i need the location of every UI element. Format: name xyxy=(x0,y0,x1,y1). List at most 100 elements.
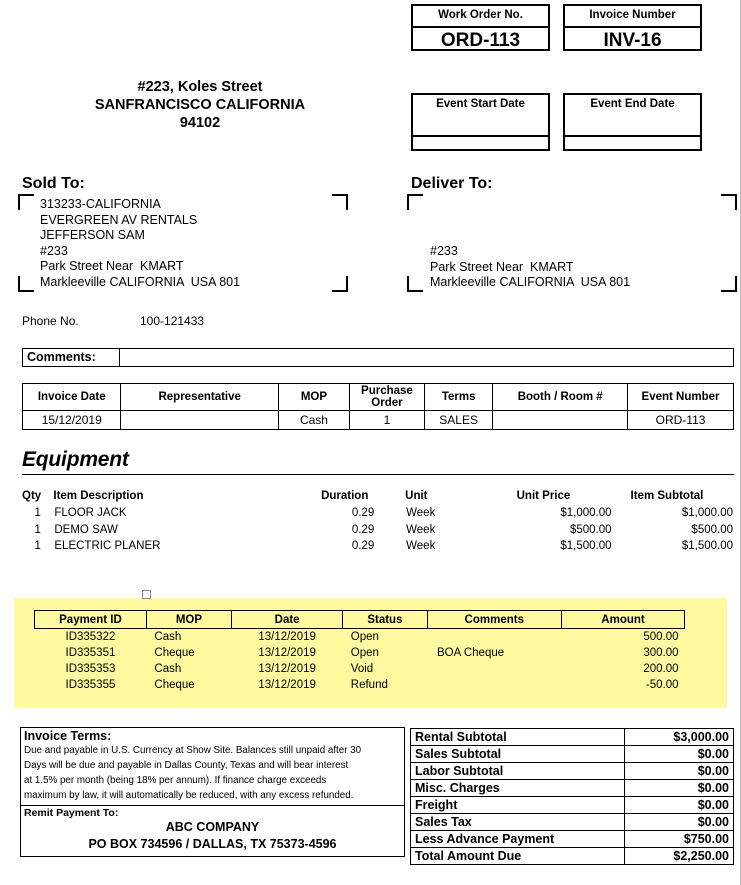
remit-line-1: ABC COMPANY xyxy=(165,820,260,834)
invoice-number-caption: Invoice Number xyxy=(565,6,700,28)
totals-label-sales-tax: Sales Tax xyxy=(410,813,625,831)
deliver-to-bracket xyxy=(407,194,737,292)
col-status: Status xyxy=(342,610,428,629)
table-row: 15/12/2019 Cash 1 SALES ORD-113 xyxy=(21,410,734,430)
col-invoice-date: Invoice Date xyxy=(21,383,122,411)
cell-unit: Week xyxy=(406,523,436,536)
terms-line-1: Due and payable in U.S. Currency at Show… xyxy=(24,745,362,756)
cell-terms: SALES xyxy=(423,410,494,430)
cell-duration: 0.29 xyxy=(351,507,375,519)
col-amount: Amount xyxy=(561,610,685,629)
cell-payment-id: ID335355 xyxy=(65,679,116,691)
table-header-row: Payment ID MOP Date Status Comments Amou… xyxy=(34,610,685,629)
invoice-number-value: INV-16 xyxy=(603,30,662,51)
event-start-date-caption: Event Start Date xyxy=(436,98,525,110)
table-row: 1 FLOOR JACK 0.29 Week $1,000.00 $1,000.… xyxy=(22,505,734,522)
totals-value-total-amount-due: $2,250.00 xyxy=(624,847,734,865)
event-start-date-box: Event Start Date xyxy=(411,93,550,151)
event-end-date-box: Event End Date xyxy=(563,93,702,151)
col-booth-room: Booth / Room # xyxy=(492,383,629,411)
bracket-corner-icon xyxy=(407,276,423,292)
table-row: Sales Tax $0.00 xyxy=(410,813,734,831)
table-row: ID335353 Cash 13/12/2019 Void 200.00 xyxy=(35,661,685,677)
cell-unit: Week xyxy=(406,507,436,519)
totals-label-freight: Freight xyxy=(410,796,625,814)
totals-label-total-amount-due: Total Amount Due xyxy=(410,847,625,865)
equipment-table: Qty Item Description Duration Unit Unit … xyxy=(22,490,734,555)
table-row: Freight $0.00 xyxy=(410,796,734,814)
cell-qty: 1 xyxy=(34,507,41,519)
bracket-corner-icon xyxy=(332,276,348,292)
bracket-corner-icon xyxy=(721,194,737,210)
comments-bar: Comments: xyxy=(22,348,734,367)
deliver-to-address: #233 Park Street Near KMART Markleeville… xyxy=(430,244,631,289)
company-address-line-1: #223, Koles Street xyxy=(137,79,263,95)
bracket-corner-icon xyxy=(18,194,34,210)
invoice-number-box: Invoice Number INV-16 xyxy=(563,4,702,51)
totals-value-less-advance-payment: $750.00 xyxy=(624,830,734,848)
cell-booth-room xyxy=(492,410,629,430)
col-comments: Comments xyxy=(426,610,563,629)
col-item-description: Item Description xyxy=(53,490,144,502)
col-mop: MOP xyxy=(145,610,232,629)
event-end-date-spacer xyxy=(565,115,700,137)
totals-label-sales-subtotal: Sales Subtotal xyxy=(410,745,625,763)
table-row: Total Amount Due $2,250.00 xyxy=(410,847,734,865)
invoice-terms-body: Due and payable in U.S. Currency at Show… xyxy=(21,743,404,806)
work-order-value: ORD-113 xyxy=(440,30,521,51)
sold-to-title: Sold To: xyxy=(22,175,85,192)
event-start-date-value[interactable] xyxy=(413,137,548,155)
col-purchase-order: Purchase Order xyxy=(348,383,425,411)
cell-date: 13/12/2019 xyxy=(258,631,316,643)
cell-payment-id: ID335322 xyxy=(65,631,116,643)
col-qty: Qty xyxy=(22,490,42,502)
totals-label-misc-charges: Misc. Charges xyxy=(410,779,625,797)
work-order-box: Work Order No. ORD-113 xyxy=(411,4,550,51)
cell-item-subtotal: $1,500.00 xyxy=(681,540,733,552)
cell-status: Open xyxy=(350,647,379,659)
remit-payment-address: ABC COMPANY PO BOX 734596 / DALLAS, TX 7… xyxy=(21,819,404,856)
table-row: ID335351 Cheque 13/12/2019 Open BOA Cheq… xyxy=(35,645,685,661)
table-row: ID335322 Cash 13/12/2019 Open 500.00 xyxy=(35,629,685,646)
cell-mop: Cheque xyxy=(154,647,195,659)
cell-mop: Cheque xyxy=(154,679,195,691)
cell-status: Open xyxy=(350,631,379,643)
table-row: Misc. Charges $0.00 xyxy=(410,779,734,797)
col-payment-id: Payment ID xyxy=(34,610,147,629)
totals-label-labor-subtotal: Labor Subtotal xyxy=(410,762,625,780)
totals-value-labor-subtotal: $0.00 xyxy=(624,762,734,780)
terms-line-3: at 1.5% per month (being 18% per annum).… xyxy=(24,775,327,786)
cell-purchase-order: 1 xyxy=(348,410,425,430)
cell-description: DEMO SAW xyxy=(54,523,118,536)
table-row: Rental Subtotal $3,000.00 xyxy=(410,728,734,746)
cell-date: 13/12/2019 xyxy=(258,663,316,675)
remit-payment-heading: Remit Payment To: xyxy=(24,807,119,819)
cell-qty: 1 xyxy=(34,540,41,552)
selection-anchor-handle-icon[interactable] xyxy=(142,590,151,599)
cell-duration: 0.29 xyxy=(351,540,375,552)
bracket-corner-icon xyxy=(407,194,423,210)
equipment-section-title: Equipment xyxy=(22,448,129,471)
cell-mop: Cash xyxy=(154,663,182,675)
cell-status: Refund xyxy=(350,679,388,691)
event-end-date-value[interactable] xyxy=(565,137,700,155)
totals-value-freight: $0.00 xyxy=(624,796,734,814)
col-representative: Representative xyxy=(120,383,279,411)
cell-comments xyxy=(427,677,562,693)
totals-value-sales-tax: $0.00 xyxy=(624,813,734,831)
table-header-row: Qty Item Description Duration Unit Unit … xyxy=(22,490,734,505)
col-date: Date xyxy=(230,610,344,629)
totals-table: Rental Subtotal $3,000.00 Sales Subtotal… xyxy=(410,728,734,865)
cell-mop: Cash xyxy=(154,631,182,643)
cell-item-subtotal: $500.00 xyxy=(691,523,733,536)
cell-amount: 200.00 xyxy=(643,663,679,675)
cell-date: 13/12/2019 xyxy=(258,647,316,659)
comments-input[interactable] xyxy=(120,349,733,366)
comments-label: Comments: xyxy=(23,349,120,366)
cell-amount: 500.00 xyxy=(643,631,679,643)
bracket-corner-icon xyxy=(721,276,737,292)
totals-label-rental-subtotal: Rental Subtotal xyxy=(410,728,625,746)
cell-comments xyxy=(427,661,562,677)
cell-representative xyxy=(120,410,279,430)
